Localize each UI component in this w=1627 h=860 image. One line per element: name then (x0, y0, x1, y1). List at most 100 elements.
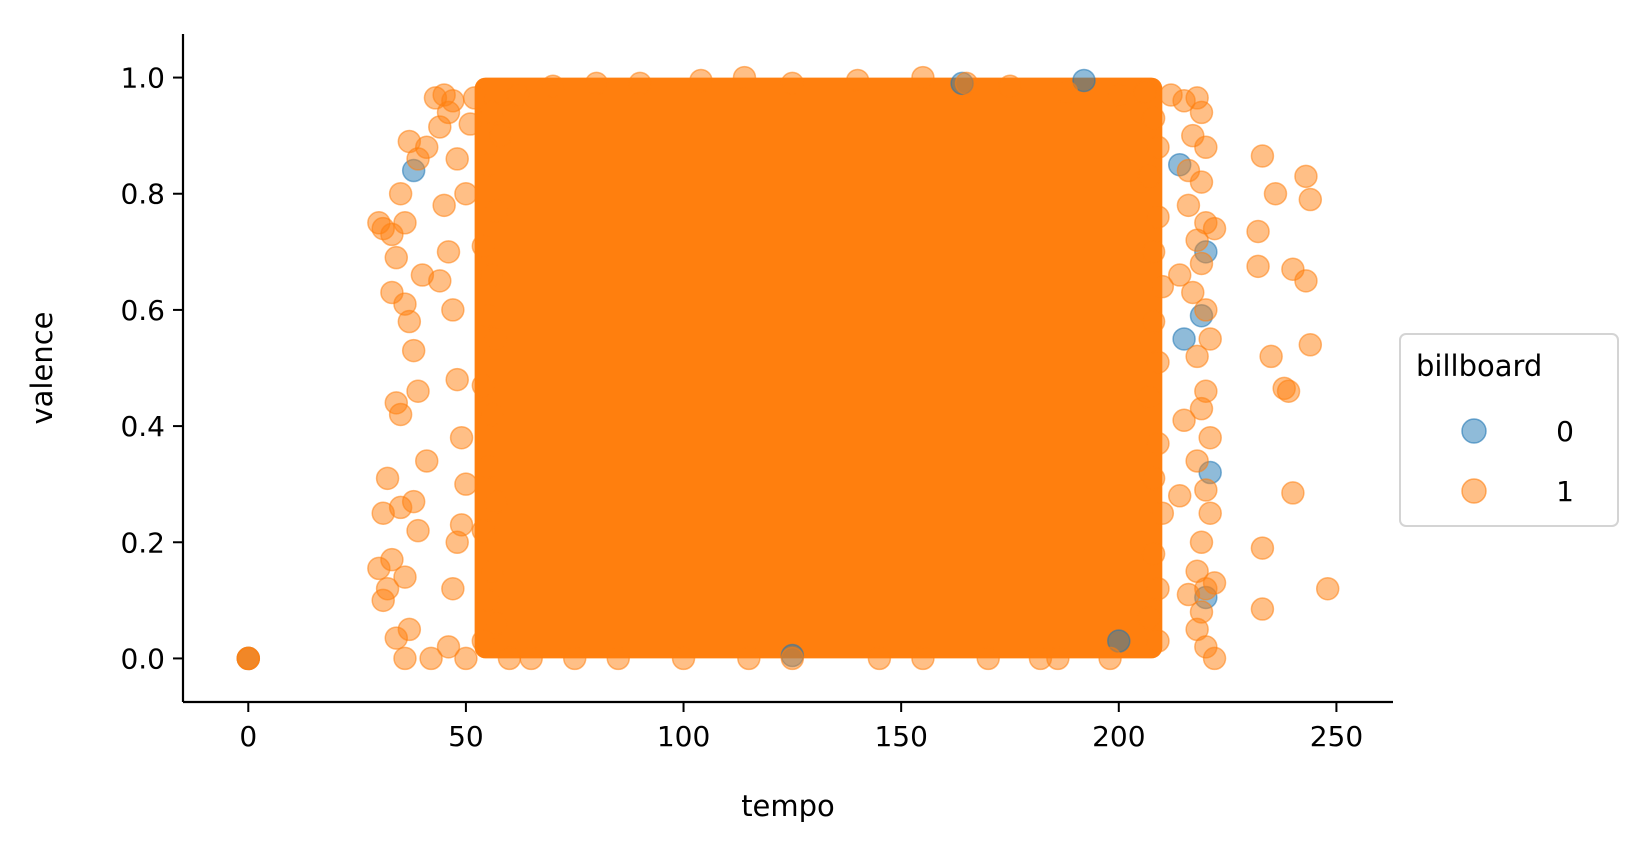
x-tick-label: 100 (657, 720, 710, 753)
data-point-series-1 (406, 379, 430, 403)
data-point-series-1 (441, 576, 465, 601)
data-point-series-1 (475, 454, 500, 479)
x-tick-label: 50 (448, 720, 484, 753)
data-point-series-1 (454, 646, 478, 671)
data-point-series-1 (441, 89, 465, 113)
data-point-series-1 (480, 263, 504, 287)
data-point-series-1 (1137, 385, 1162, 409)
data-point-series-1 (737, 646, 761, 671)
data-point-series-1 (976, 646, 1000, 671)
data-point-series-1 (1046, 646, 1070, 671)
data-point-series-1 (606, 646, 631, 671)
data-point-series-1 (1185, 228, 1209, 252)
data-point-series-1 (371, 588, 395, 613)
data-point-series-1 (484, 199, 509, 223)
data-point-series-1 (1185, 344, 1209, 369)
data-point-series-1 (1189, 396, 1214, 421)
data-point-series-1 (397, 617, 422, 642)
data-point-series-1 (689, 68, 713, 93)
data-point-series-1 (628, 71, 652, 96)
data-point-series-1 (1167, 484, 1192, 508)
data-point-series-1 (1141, 466, 1166, 491)
legend-label-0: 0 (1556, 415, 1574, 448)
data-point-series-1 (1276, 379, 1301, 403)
legend-title: billboard (1416, 349, 1542, 383)
data-point-series-1 (471, 629, 496, 653)
data-point-series-1 (428, 269, 452, 293)
x-tick-label: 250 (1310, 720, 1363, 753)
data-point-series-1 (436, 240, 461, 264)
data-point-series-1 (471, 234, 496, 258)
data-point-series-1 (1194, 478, 1218, 502)
data-point-series-1 (419, 646, 443, 671)
data-point-series-1 (519, 646, 543, 671)
data-point-series-1 (475, 588, 500, 613)
data-point-series-1 (1198, 425, 1222, 450)
data-point-series-1 (780, 646, 805, 671)
y-tick-label: 0.6 (120, 294, 165, 327)
data-point-series-1 (454, 181, 478, 206)
data-point-series-1 (1098, 646, 1122, 671)
data-point-series-1 (397, 309, 422, 334)
data-point-series-1 (480, 402, 504, 427)
data-point-series-1 (458, 112, 483, 136)
data-point-series-1 (541, 74, 565, 99)
data-point-series-1 (1189, 170, 1214, 194)
data-point-series-1 (1281, 481, 1305, 505)
data-point-series-1 (732, 65, 757, 90)
data-point-series-1 (1146, 205, 1170, 229)
y-tick-label: 0.0 (120, 642, 165, 675)
legend-label-1: 1 (1556, 475, 1574, 508)
data-point-series-1 (1202, 646, 1227, 671)
legend-marker-1 (1461, 478, 1487, 504)
y-tick-label: 0.2 (120, 526, 165, 559)
data-point-series-1 (1146, 629, 1170, 653)
data-point-series-1 (1176, 193, 1201, 218)
data-point-series-1 (1146, 576, 1170, 601)
data-point-series-1 (1198, 501, 1222, 525)
data-point-series-1 (1150, 274, 1175, 299)
data-point-series-1 (462, 86, 487, 110)
data-point-series-1 (388, 495, 413, 520)
x-tick-label: 200 (1092, 720, 1145, 753)
data-point-series-1 (1259, 344, 1283, 369)
data-point-series-1 (380, 547, 404, 572)
data-point-series-1 (1263, 181, 1288, 206)
data-point-series-1 (1315, 576, 1340, 601)
data-point-series-1 (375, 466, 400, 491)
dense-point-cloud (474, 77, 1163, 659)
y-tick-label: 1.0 (120, 62, 165, 95)
data-point-series-1 (488, 123, 513, 148)
data-point-series-1 (506, 83, 530, 107)
data-point-series-1 (1194, 298, 1218, 322)
data-point-series-1 (1294, 164, 1318, 189)
data-point-series-1 (393, 646, 417, 671)
data-point-series-1 (384, 245, 409, 270)
data-point-series-1 (1250, 597, 1275, 621)
data-point-series-1 (1141, 542, 1166, 566)
data-point-series-1 (497, 646, 522, 671)
data-point-series-1 (1246, 254, 1270, 279)
data-point-series-1 (1137, 164, 1162, 189)
data-point-series-1 (911, 65, 935, 90)
x-tick-label: 150 (874, 720, 927, 753)
data-point-series-1 (584, 71, 609, 96)
data-point-series-1 (432, 193, 456, 218)
x-axis-label: tempo (741, 789, 835, 823)
data-point-series-0 (1072, 68, 1096, 93)
data-point-series-1 (449, 425, 474, 450)
data-point-series-1 (414, 135, 439, 160)
data-point-series-1 (1246, 219, 1270, 244)
data-point-series-1 (1298, 187, 1323, 212)
data-point-series-1 (780, 71, 805, 96)
data-point-series-1 (562, 646, 587, 671)
points-layer (236, 65, 1340, 671)
data-point-series-1 (1167, 263, 1192, 287)
data-point-series-1 (393, 565, 417, 589)
data-point-series-1 (1294, 269, 1318, 293)
dense-region-layer (474, 77, 1163, 659)
data-point-series-1 (1185, 449, 1209, 473)
data-point-series-1 (436, 635, 461, 659)
